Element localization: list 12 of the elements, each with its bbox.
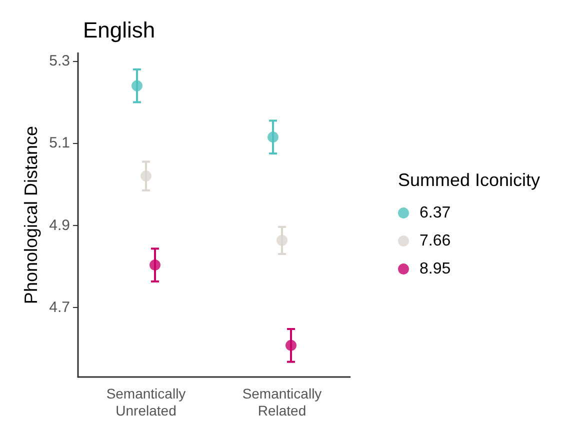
y-tick-label: 4.9 [49, 216, 70, 234]
legend-label: 6.37 [420, 204, 451, 222]
legend-label: 7.66 [420, 232, 451, 250]
y-tick-label: 4.7 [49, 298, 70, 316]
legend-label: 8.95 [420, 260, 451, 278]
chart-title: English [83, 18, 156, 42]
legend-title: Summed Iconicity [398, 170, 540, 190]
y-tick-label: 5.1 [49, 134, 70, 152]
y-tick-label: 5.3 [49, 52, 70, 70]
x-tick-label: Semantically Related [242, 386, 322, 418]
y-axis-title: Phonological Distance [21, 126, 41, 304]
x-tick-label: Semantically Unrelated [106, 386, 186, 418]
